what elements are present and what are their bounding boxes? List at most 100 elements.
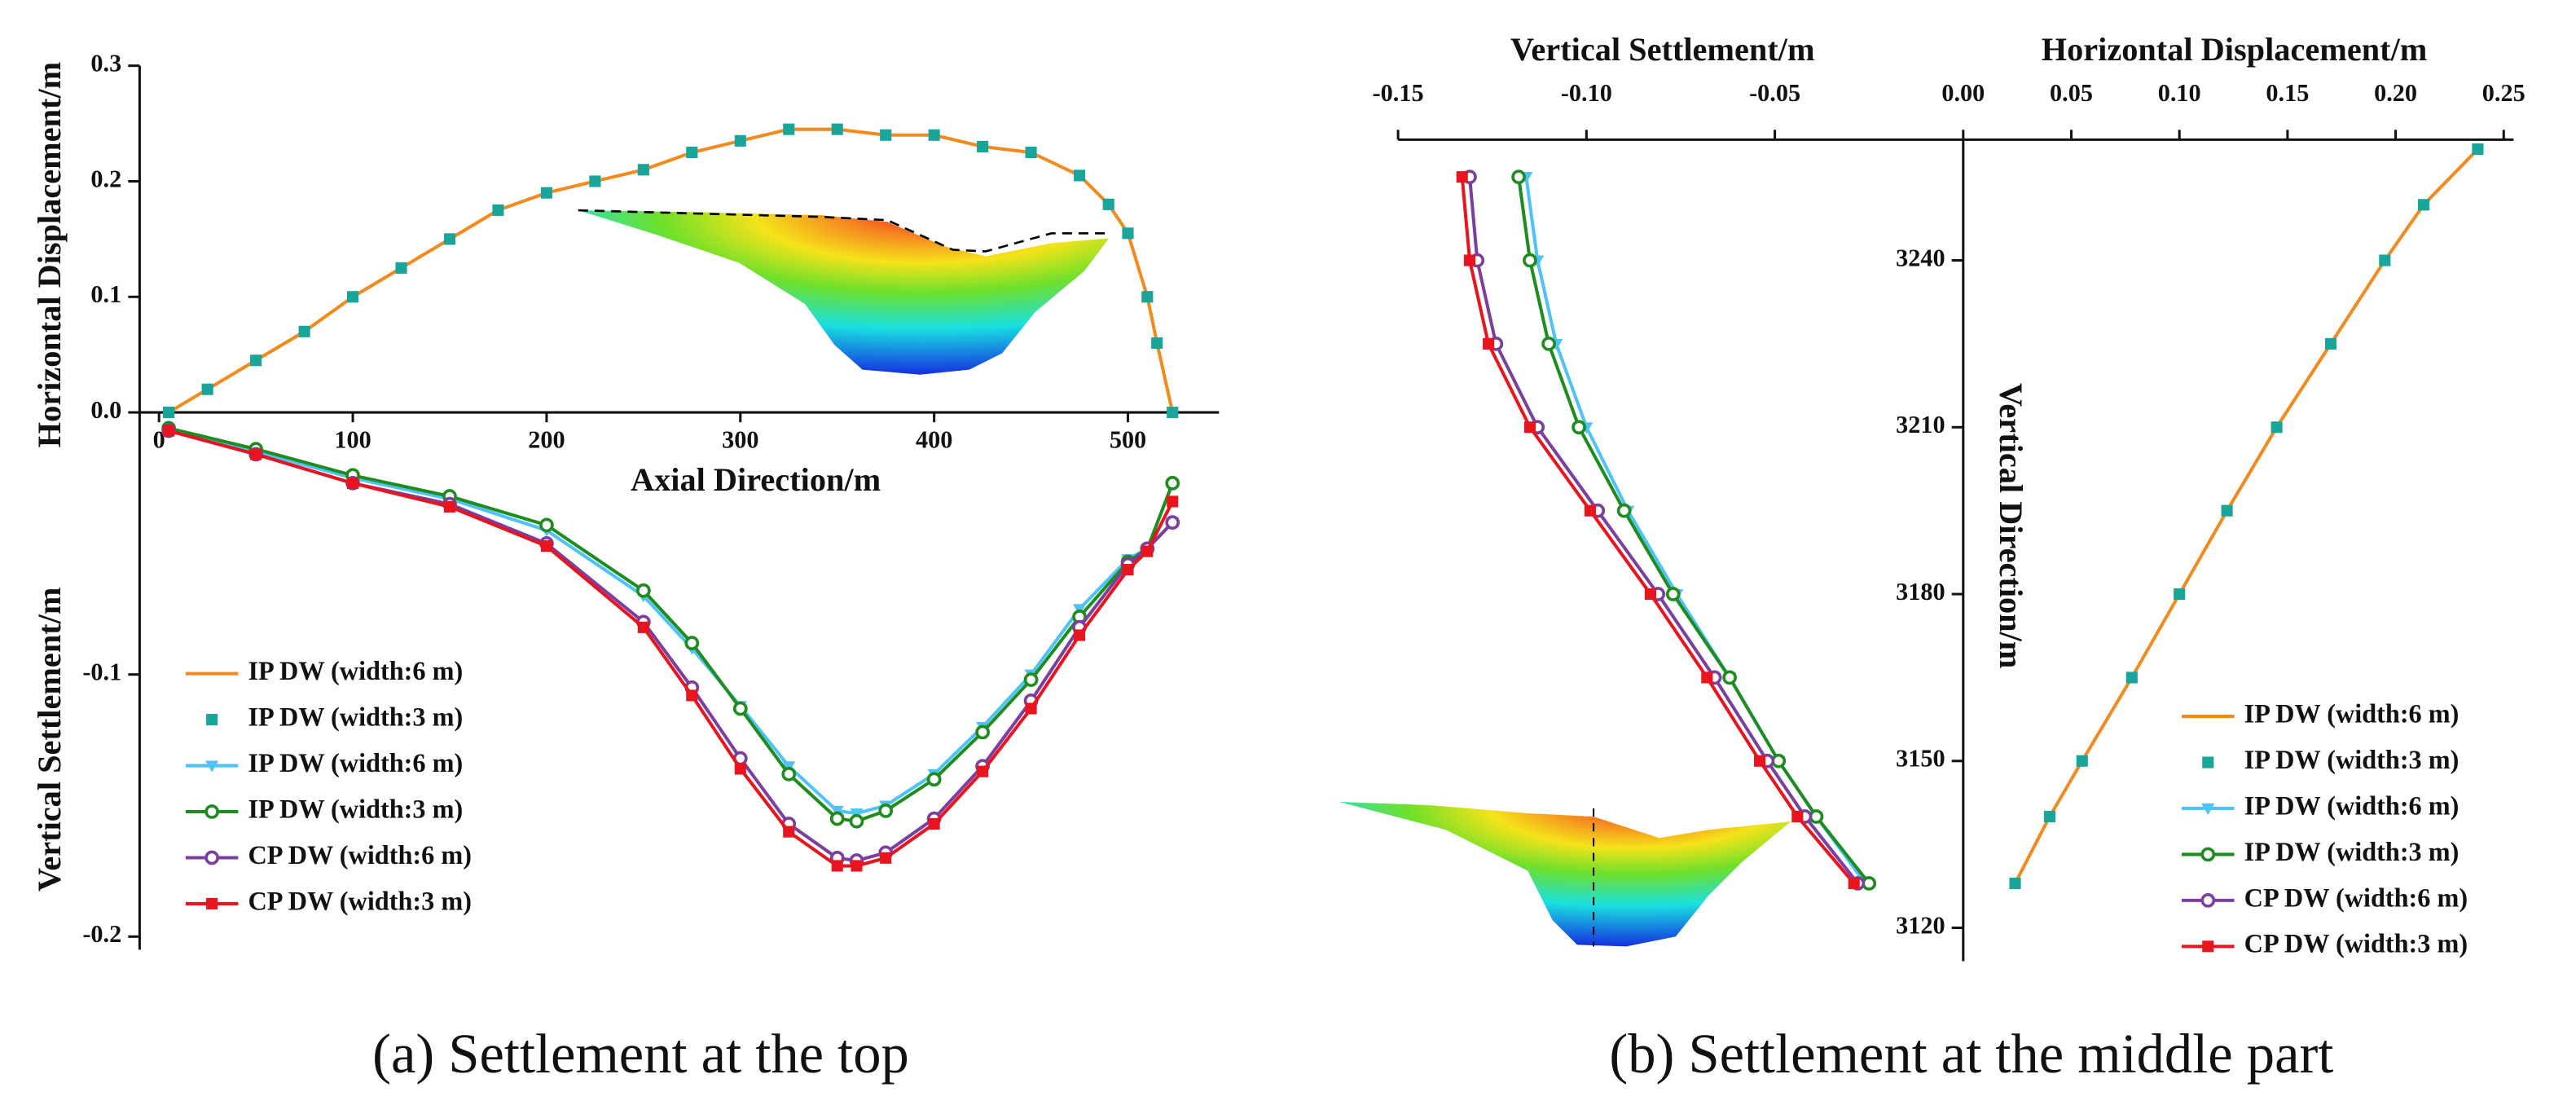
marker — [1025, 702, 1037, 715]
marker — [831, 123, 843, 135]
marker — [443, 233, 456, 245]
marker — [878, 804, 894, 818]
legend-label: IP DW (width:6 m) — [248, 656, 464, 685]
marker — [977, 765, 989, 777]
marker — [2174, 588, 2186, 601]
marker — [539, 517, 554, 533]
x-tick-label: -0.10 — [1561, 79, 1612, 107]
marker — [829, 811, 845, 826]
marker — [1167, 407, 1179, 419]
marker — [2200, 893, 2216, 908]
x-axis-label: Horizontal Displacement/m — [2042, 31, 2428, 68]
marker — [1463, 254, 1476, 266]
marker — [1523, 253, 1537, 268]
y-tick-label: -0.1 — [82, 658, 121, 686]
marker — [540, 540, 552, 553]
marker — [540, 187, 552, 199]
y-axis-label: Vertical Direction/m — [1993, 383, 2029, 668]
marker — [206, 897, 218, 909]
marker — [686, 689, 698, 702]
marker — [849, 813, 864, 829]
marker — [1456, 171, 1468, 183]
marker — [1483, 337, 1495, 350]
marker — [492, 204, 504, 216]
marker — [734, 134, 746, 147]
marker — [637, 164, 649, 176]
marker — [1848, 877, 1860, 889]
marker — [2202, 940, 2214, 953]
x-axis-label: Vertical Settlement/m — [1510, 31, 1815, 68]
series-line — [1524, 176, 1867, 885]
marker — [783, 123, 795, 135]
marker — [831, 860, 843, 872]
x-tick-label: 500 — [1110, 425, 1146, 453]
marker — [1665, 587, 1681, 601]
marker — [1722, 670, 1737, 685]
legend-label: IP DW (width:3 m) — [248, 702, 464, 732]
y-tick-label: 3210 — [1896, 411, 1945, 438]
marker — [1572, 420, 1586, 435]
caption: (a) Settlement at the top — [372, 1023, 909, 1085]
marker — [163, 425, 175, 437]
marker — [205, 760, 219, 773]
marker — [732, 701, 748, 716]
marker — [1511, 170, 1526, 185]
marker — [443, 500, 456, 513]
y-tick-label: 3240 — [1896, 244, 1945, 271]
marker — [204, 804, 220, 819]
x-axis-label: Axial Direction/m — [631, 461, 881, 498]
legend-label: CP DW (width:3 m) — [2244, 929, 2468, 958]
legend-label: IP DW (width:6 m) — [248, 748, 464, 777]
marker — [1754, 755, 1766, 767]
y-axis-label: Horizontal Displacement/m — [31, 62, 68, 448]
y2-axis-label: Vertical Settlement/m — [31, 588, 68, 892]
marker — [2125, 671, 2138, 684]
marker — [2009, 877, 2021, 889]
marker — [589, 175, 601, 187]
marker — [2418, 199, 2430, 211]
y-tick-label: -0.2 — [82, 920, 121, 948]
marker — [2221, 504, 2233, 517]
marker — [347, 477, 359, 489]
marker — [1862, 876, 1877, 891]
marker — [2201, 803, 2215, 816]
marker — [1701, 671, 1713, 684]
x-tick-label: 400 — [916, 425, 952, 453]
marker — [928, 129, 940, 141]
marker — [977, 140, 989, 152]
marker — [635, 583, 651, 598]
marker — [206, 714, 218, 726]
marker — [163, 407, 175, 419]
marker — [1771, 753, 1787, 768]
x-tick-label: 300 — [722, 425, 758, 453]
legend-label: IP DW (width:3 m) — [2244, 837, 2460, 866]
marker — [1151, 337, 1163, 350]
y-tick-label: 0.2 — [90, 165, 121, 192]
marker — [637, 621, 649, 633]
marker — [1167, 495, 1179, 508]
marker — [395, 262, 407, 274]
marker — [1025, 146, 1037, 159]
series-line — [1460, 176, 1856, 885]
marker — [1541, 337, 1556, 351]
marker — [1523, 421, 1536, 434]
marker — [1023, 672, 1039, 687]
marker — [2270, 421, 2283, 434]
marker — [880, 129, 892, 141]
y-tick-label: 3150 — [1896, 745, 1945, 773]
marker — [250, 354, 262, 367]
legend-label: CP DW (width:3 m) — [248, 886, 472, 915]
marker — [2202, 756, 2214, 768]
legend-label: IP DW (width:6 m) — [2244, 790, 2460, 820]
marker — [2324, 337, 2337, 350]
marker — [298, 325, 310, 337]
marker — [1644, 588, 1657, 601]
x-tick-label: -0.15 — [1373, 79, 1424, 107]
x-tick-label: 0.20 — [2374, 79, 2417, 107]
x-tick-label: 0.25 — [2482, 79, 2525, 107]
marker — [928, 817, 940, 830]
series-line — [1468, 176, 1859, 885]
marker — [347, 291, 359, 303]
marker — [684, 636, 700, 650]
marker — [1102, 198, 1114, 210]
